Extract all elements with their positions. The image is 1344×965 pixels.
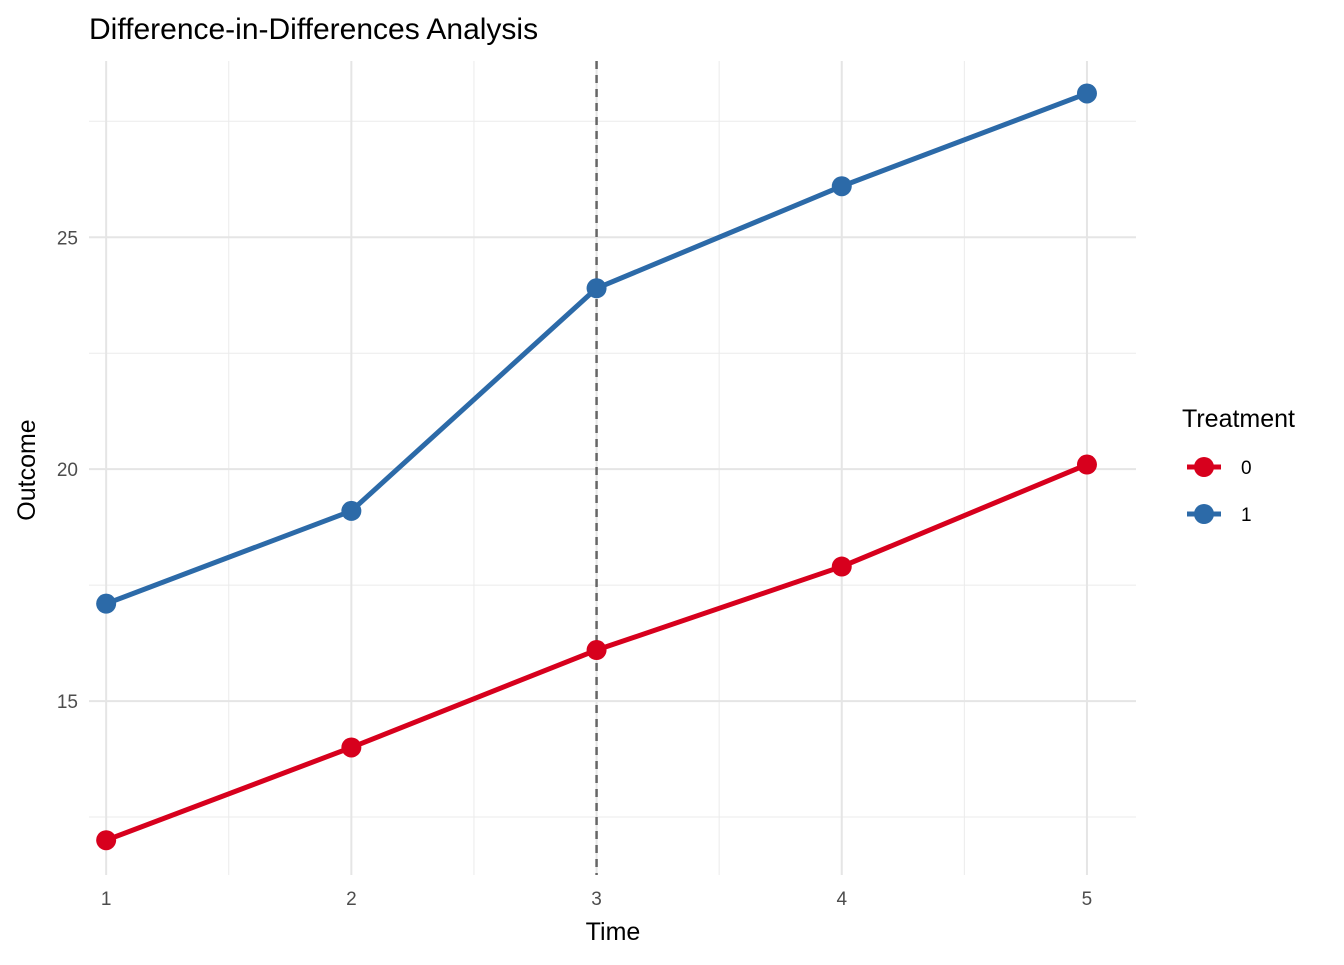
legend-label-0: 0 [1241,458,1252,479]
y-axis-title: Outcome [13,419,41,520]
legend-title: Treatment [1182,405,1295,433]
x-tick-label: 4 [836,889,847,910]
series-layer [96,83,1097,851]
legend-key-point-1 [1194,504,1214,524]
x-tick-label: 5 [1082,889,1093,910]
legend-key-point-0 [1194,457,1214,477]
data-point-series-0 [1076,454,1097,475]
legend-items: 01 [1187,457,1252,526]
data-point-series-1 [96,593,117,614]
data-point-series-1 [586,278,607,299]
y-tick-label: 15 [57,692,78,713]
x-axis-title: Time [586,918,641,946]
chart-title: Difference-in-Differences Analysis [89,13,538,46]
x-tick-label: 1 [101,889,112,910]
data-point-series-0 [341,737,362,758]
data-point-series-1 [341,500,362,521]
y-tick-label: 25 [57,228,78,249]
legend: Treatment 01 [1182,405,1295,526]
legend-label-1: 1 [1241,505,1252,526]
data-point-series-1 [1076,83,1097,104]
y-tick-label: 20 [57,460,78,481]
data-point-series-0 [586,640,607,661]
x-tick-label: 2 [346,889,357,910]
data-point-series-1 [831,176,852,197]
x-tick-label: 3 [591,889,602,910]
grid-layer [89,61,1136,875]
data-point-series-0 [831,556,852,577]
data-point-series-0 [96,830,117,851]
ticks-layer: 1 2 3 4 5 15 20 25 [57,228,1092,910]
